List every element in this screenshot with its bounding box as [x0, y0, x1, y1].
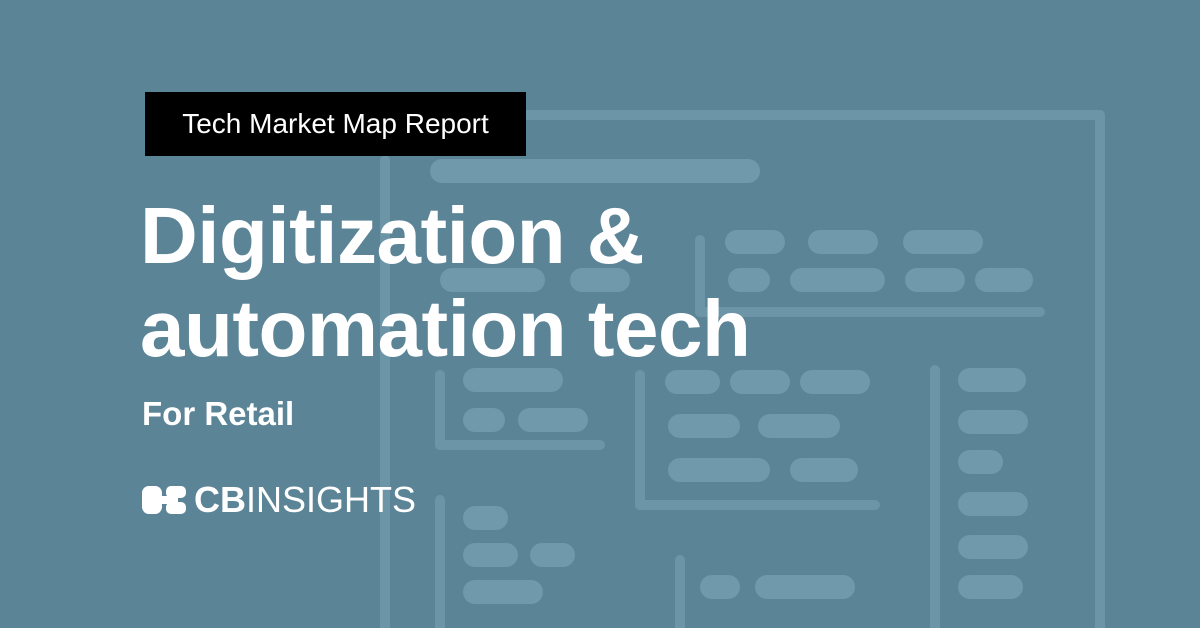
logo-bold: CB: [194, 479, 246, 520]
logo-text: CBINSIGHTS: [194, 482, 416, 518]
logo-icon: [142, 486, 186, 514]
title-line: automation tech: [140, 284, 751, 373]
report-tag: Tech Market Map Report: [145, 92, 526, 156]
logo: CBINSIGHTS: [142, 482, 416, 518]
title-line: Digitization &: [140, 191, 645, 280]
logo-light: INSIGHTS: [246, 479, 417, 520]
subtitle: For Retail: [142, 395, 295, 432]
